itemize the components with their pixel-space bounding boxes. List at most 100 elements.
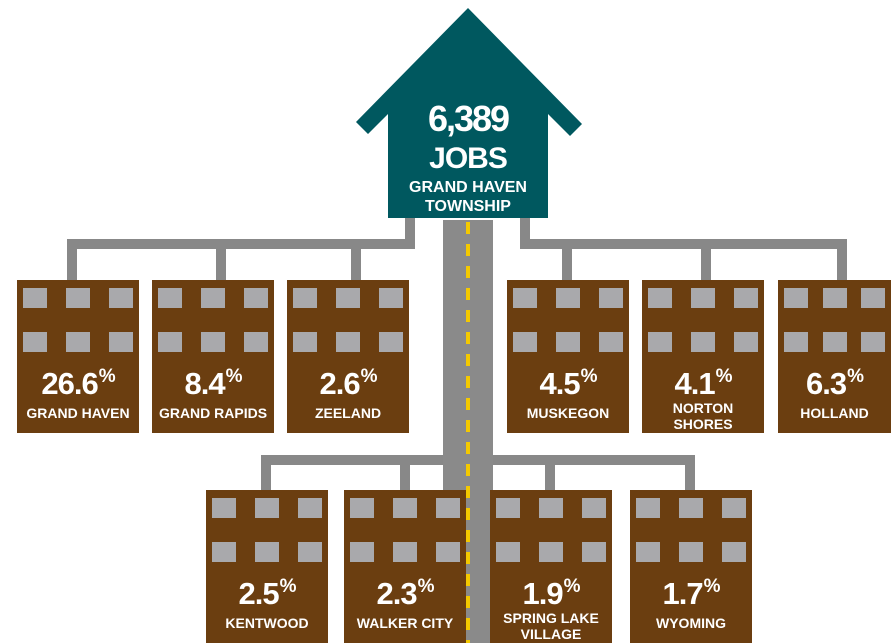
connector-lower-left	[261, 455, 443, 493]
window-icon	[556, 288, 580, 308]
window-icon	[722, 498, 746, 518]
window-icon	[648, 332, 672, 352]
house-shape	[356, 8, 582, 218]
window-icon	[556, 332, 580, 352]
city-label-line: VILLAGE	[520, 626, 582, 642]
origin-place-line2: TOWNSHIP	[425, 198, 511, 215]
destination-percentage: 4.1%	[642, 366, 764, 402]
percentage-value: 1.7	[662, 576, 703, 611]
city-label-line: NORTON	[672, 400, 734, 416]
connector-upper-right	[520, 218, 847, 282]
window-icon	[293, 332, 317, 352]
window-icon	[336, 332, 360, 352]
destination-percentage: 4.5%	[507, 366, 629, 402]
window-icon	[298, 542, 322, 562]
window-icon	[636, 542, 660, 562]
destination-percentage: 2.3%	[344, 576, 466, 612]
window-icon	[539, 498, 563, 518]
window-icon	[436, 542, 460, 562]
window-icon	[158, 332, 182, 352]
window-icon	[350, 498, 374, 518]
window-icon	[244, 288, 268, 308]
window-icon	[255, 542, 279, 562]
jobs-label: JOBS	[429, 142, 508, 175]
connector-upper-left	[67, 218, 415, 282]
window-icon	[539, 542, 563, 562]
window-icon	[599, 332, 623, 352]
destination-percentage: 1.9%	[490, 576, 612, 612]
window-icon	[691, 332, 715, 352]
window-icon	[722, 542, 746, 562]
destination-building: 2.3% WALKER CITY	[344, 490, 466, 643]
window-icon	[599, 288, 623, 308]
window-icon	[23, 332, 47, 352]
window-icon	[513, 332, 537, 352]
destination-city: ZEELAND	[287, 405, 409, 421]
window-icon	[293, 288, 317, 308]
destination-building: 2.6% ZEELAND	[287, 280, 409, 433]
percentage-unit: %	[715, 366, 733, 387]
window-icon	[379, 332, 403, 352]
window-icon	[496, 498, 520, 518]
destination-building: 2.5% KENTWOOD	[206, 490, 328, 643]
percentage-unit: %	[279, 576, 297, 597]
destination-city: HOLLAND	[778, 405, 891, 421]
city-label-line: GRAND HAVEN	[26, 405, 130, 421]
percentage-unit: %	[847, 366, 864, 387]
destination-building: 4.5% MUSKEGON	[507, 280, 629, 433]
window-icon	[784, 332, 808, 352]
destination-percentage: 6.3%	[778, 366, 891, 402]
window-icon	[636, 498, 660, 518]
destination-percentage: 1.7%	[630, 576, 752, 612]
destination-building: 26.6% GRAND HAVEN	[17, 280, 139, 433]
window-icon	[861, 288, 885, 308]
window-icon	[436, 498, 460, 518]
window-icon	[582, 498, 606, 518]
window-icon	[201, 332, 225, 352]
window-icon	[298, 498, 322, 518]
city-label-line: HOLLAND	[800, 405, 869, 421]
percentage-value: 6.3	[805, 366, 847, 401]
window-icon	[255, 498, 279, 518]
window-icon	[350, 542, 374, 562]
destination-building: 1.7% WYOMING	[630, 490, 752, 643]
window-icon	[513, 288, 537, 308]
percentage-unit: %	[360, 366, 378, 387]
window-icon	[784, 288, 808, 308]
percentage-unit: %	[563, 576, 581, 597]
percentage-value: 4.1	[674, 366, 715, 401]
percentage-value: 8.4	[184, 366, 225, 401]
destination-percentage: 2.5%	[206, 576, 328, 612]
percentage-value: 2.3	[376, 576, 417, 611]
window-icon	[496, 542, 520, 562]
percentage-unit: %	[580, 366, 598, 387]
window-icon	[244, 332, 268, 352]
destination-city: NORTON SHORES	[642, 400, 764, 432]
destination-city: GRAND RAPIDS	[152, 405, 274, 421]
window-icon	[393, 498, 417, 518]
city-label-line: MUSKEGON	[526, 405, 610, 421]
window-icon	[66, 332, 90, 352]
window-icon	[691, 288, 715, 308]
window-icon	[648, 288, 672, 308]
window-icon	[861, 332, 885, 352]
jobs-count: 6,389	[427, 98, 510, 139]
destination-city: MUSKEGON	[507, 405, 629, 421]
origin-place: GRAND HAVEN TOWNSHIP	[388, 178, 548, 216]
city-label-line: WYOMING	[656, 615, 726, 631]
window-icon	[823, 288, 847, 308]
destination-city: WALKER CITY	[344, 615, 466, 631]
percentage-unit: %	[225, 366, 243, 387]
window-icon	[212, 498, 236, 518]
window-icon	[679, 542, 703, 562]
destination-city: SPRING LAKE VILLAGE	[490, 610, 612, 642]
destination-building: 1.9% SPRING LAKE VILLAGE	[490, 490, 612, 643]
city-label-line: ZEELAND	[314, 405, 382, 421]
percentage-value: 1.9	[522, 576, 563, 611]
destination-city: KENTWOOD	[206, 615, 328, 631]
window-icon	[336, 288, 360, 308]
percentage-unit: %	[703, 576, 721, 597]
window-icon	[823, 332, 847, 352]
